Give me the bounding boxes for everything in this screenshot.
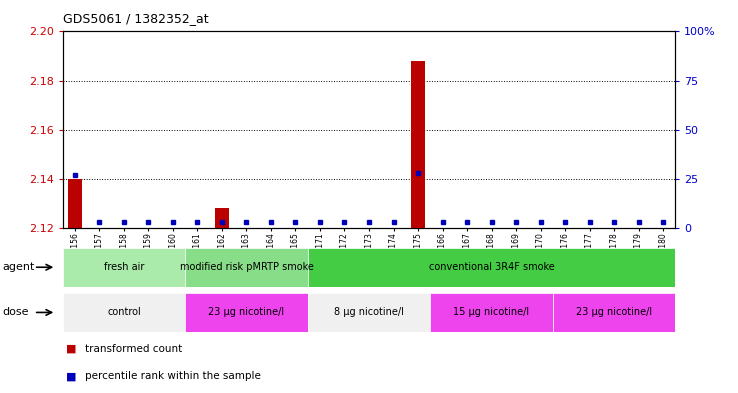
Text: modified risk pMRTP smoke: modified risk pMRTP smoke — [179, 262, 314, 272]
Bar — [215, 208, 230, 228]
Text: GDS5061 / 1382352_at: GDS5061 / 1382352_at — [63, 12, 208, 25]
Text: control: control — [107, 307, 141, 318]
Bar — [63, 248, 185, 287]
Text: 8 μg nicotine/l: 8 μg nicotine/l — [334, 307, 404, 318]
Text: fresh air: fresh air — [104, 262, 144, 272]
Text: ■: ■ — [66, 344, 77, 354]
Text: 23 μg nicotine/l: 23 μg nicotine/l — [576, 307, 652, 318]
Text: conventional 3R4F smoke: conventional 3R4F smoke — [429, 262, 554, 272]
Bar — [430, 293, 553, 332]
Text: 23 μg nicotine/l: 23 μg nicotine/l — [208, 307, 285, 318]
Bar — [308, 293, 430, 332]
Text: 15 μg nicotine/l: 15 μg nicotine/l — [453, 307, 530, 318]
Bar — [185, 248, 308, 287]
Bar — [308, 248, 675, 287]
Text: dose: dose — [2, 307, 29, 318]
Text: percentile rank within the sample: percentile rank within the sample — [85, 371, 261, 381]
Text: agent: agent — [2, 262, 35, 272]
Bar — [185, 293, 308, 332]
Bar — [63, 293, 185, 332]
Text: transformed count: transformed count — [85, 344, 182, 354]
Bar — [553, 293, 675, 332]
Text: ■: ■ — [66, 371, 77, 381]
Bar — [410, 61, 425, 228]
Bar — [68, 179, 83, 228]
